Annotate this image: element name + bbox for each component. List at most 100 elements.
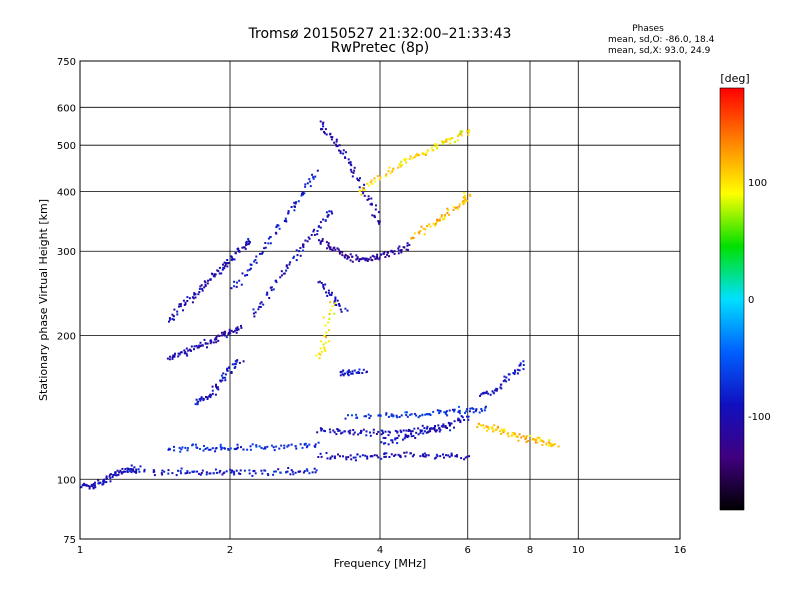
- echo-point: [286, 445, 289, 448]
- echo-point: [319, 242, 322, 245]
- echo-point: [416, 152, 419, 155]
- echo-point: [219, 445, 222, 448]
- echo-point: [186, 447, 189, 449]
- echo-point: [434, 145, 436, 148]
- echo-point: [373, 255, 376, 258]
- echo-point: [367, 258, 370, 261]
- echo-point: [293, 201, 296, 204]
- echo-point: [362, 368, 365, 371]
- echo-point: [168, 358, 171, 361]
- echo-point: [234, 448, 237, 451]
- y-tick-label: 500: [57, 141, 76, 152]
- echo-point: [409, 452, 412, 455]
- echo-point: [209, 339, 212, 342]
- echo-point: [459, 132, 462, 135]
- echo-point: [393, 455, 396, 457]
- echo-point: [218, 335, 221, 337]
- echo-point: [321, 122, 324, 125]
- phases-x-stats: mean, sd,X: 93.0, 24.9: [608, 46, 711, 56]
- echo-point: [199, 448, 201, 450]
- echo-point: [395, 414, 398, 417]
- echo-point: [335, 140, 338, 143]
- echo-point: [492, 391, 495, 394]
- echo-point: [366, 457, 369, 460]
- echo-point: [286, 267, 289, 269]
- echo-point: [296, 254, 299, 257]
- echo-point: [224, 373, 227, 376]
- echo-point: [330, 136, 333, 138]
- echo-point: [422, 453, 424, 456]
- y-tick-label: 200: [57, 331, 76, 342]
- echo-point: [305, 446, 308, 449]
- echo-point: [303, 470, 306, 473]
- echo-point: [463, 458, 466, 461]
- echo-point: [135, 468, 138, 471]
- echo-point: [328, 246, 331, 249]
- echo-point: [442, 142, 445, 145]
- echo-point: [152, 469, 155, 472]
- echo-point: [358, 368, 361, 371]
- echo-point: [249, 448, 252, 451]
- echo-point: [293, 255, 295, 258]
- echo-point: [193, 293, 196, 296]
- echo-point: [399, 165, 402, 168]
- echo-point: [487, 428, 490, 430]
- echo-point: [225, 470, 228, 473]
- echo-point: [163, 470, 166, 473]
- echo-point: [366, 182, 369, 185]
- echo-point: [435, 456, 438, 459]
- echo-point: [264, 446, 267, 449]
- echo-point: [339, 308, 342, 311]
- echo-point: [235, 360, 238, 363]
- echo-point: [462, 200, 465, 202]
- echo-point: [193, 470, 196, 473]
- echo-point: [432, 410, 435, 413]
- echo-point: [404, 159, 407, 162]
- echo-point: [411, 236, 414, 239]
- echo-point: [461, 416, 464, 419]
- echo-point: [328, 340, 331, 343]
- echo-point: [351, 372, 354, 375]
- echo-point: [261, 252, 263, 255]
- echo-point: [173, 445, 175, 448]
- echo-point: [180, 467, 183, 470]
- echo-point: [129, 470, 132, 473]
- echo-point: [233, 447, 236, 450]
- echo-point: [405, 414, 408, 416]
- echo-point: [359, 189, 361, 192]
- echo-point: [239, 473, 242, 475]
- echo-point: [318, 357, 321, 360]
- echo-point: [355, 254, 358, 257]
- echo-point: [347, 456, 350, 459]
- echo-point: [180, 472, 182, 475]
- echo-point: [226, 259, 229, 261]
- echo-point: [369, 181, 372, 184]
- echo-point: [119, 469, 122, 472]
- echo-point: [480, 424, 482, 427]
- echo-point: [445, 454, 447, 457]
- echo-point: [399, 162, 401, 165]
- echo-point: [255, 445, 258, 448]
- echo-point: [259, 252, 261, 255]
- echo-point: [114, 472, 117, 474]
- echo-point: [347, 430, 350, 433]
- echo-point: [247, 240, 250, 243]
- echo-point: [214, 468, 217, 471]
- echo-point: [174, 352, 176, 355]
- echo-point: [440, 425, 443, 428]
- echo-point: [186, 470, 189, 473]
- echo-point: [328, 313, 331, 315]
- echo-point: [405, 451, 408, 454]
- echo-point: [198, 291, 201, 293]
- echo-point: [316, 233, 319, 236]
- echo-point: [349, 429, 352, 432]
- echo-point: [351, 414, 353, 417]
- echo-point: [232, 470, 235, 473]
- echo-point: [377, 220, 380, 223]
- echo-point: [485, 391, 487, 394]
- echo-point: [329, 456, 332, 459]
- echo-point: [236, 446, 239, 449]
- echo-point: [438, 409, 440, 412]
- echo-point: [423, 455, 426, 458]
